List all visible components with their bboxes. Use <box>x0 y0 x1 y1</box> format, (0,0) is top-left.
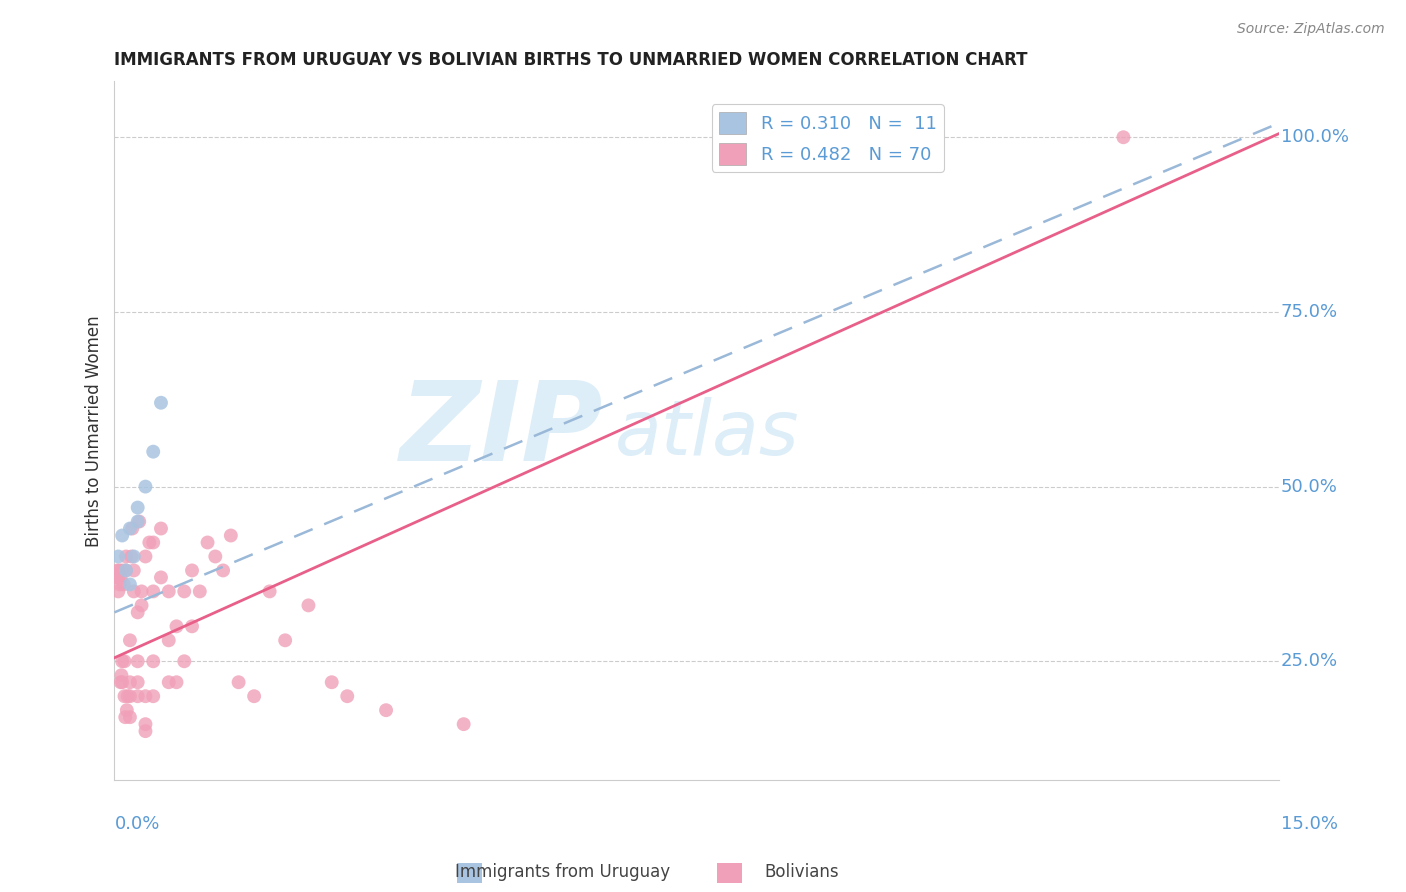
Point <box>127 515 149 529</box>
Point <box>127 690 149 704</box>
Point <box>157 675 180 690</box>
Point <box>111 528 134 542</box>
Point <box>122 549 145 564</box>
Point <box>197 535 219 549</box>
Point <box>128 515 150 529</box>
Point <box>134 690 156 704</box>
Point <box>138 535 160 549</box>
Text: Bolivians: Bolivians <box>763 863 839 881</box>
Point <box>114 654 136 668</box>
Text: 15.0%: 15.0% <box>1281 815 1339 833</box>
Point <box>117 690 139 704</box>
Point <box>188 584 211 599</box>
Text: IMMIGRANTS FROM URUGUAY VS BOLIVIAN BIRTHS TO UNMARRIED WOMEN CORRELATION CHART: IMMIGRANTS FROM URUGUAY VS BOLIVIAN BIRT… <box>114 51 1028 69</box>
Point <box>111 654 134 668</box>
Point <box>131 584 153 599</box>
Point <box>110 668 132 682</box>
Point <box>181 564 204 578</box>
Point <box>127 675 149 690</box>
Point <box>118 577 141 591</box>
Point <box>149 522 172 536</box>
Point <box>134 549 156 564</box>
Point <box>142 535 165 549</box>
Point <box>127 654 149 668</box>
Point <box>259 584 281 599</box>
Point <box>131 599 153 613</box>
Point <box>114 710 136 724</box>
Point <box>166 675 188 690</box>
Point <box>173 654 195 668</box>
Point <box>166 619 188 633</box>
Point <box>243 690 266 704</box>
Point <box>134 717 156 731</box>
Point <box>107 549 129 564</box>
Point <box>336 690 359 704</box>
Point <box>111 675 134 690</box>
Point <box>149 396 172 410</box>
Point <box>321 675 343 690</box>
Legend: R = 0.310   N =  11, R = 0.482   N = 70: R = 0.310 N = 11, R = 0.482 N = 70 <box>711 104 943 172</box>
Point <box>453 717 475 731</box>
Point <box>181 619 204 633</box>
Text: 75.0%: 75.0% <box>1281 303 1339 321</box>
Point <box>110 570 132 584</box>
Point <box>134 724 156 739</box>
Y-axis label: Births to Unmarried Women: Births to Unmarried Women <box>86 315 103 547</box>
Text: 100.0%: 100.0% <box>1281 128 1348 146</box>
Point <box>118 522 141 536</box>
Point <box>1112 130 1135 145</box>
Point <box>157 633 180 648</box>
Point <box>274 633 297 648</box>
Point <box>212 564 235 578</box>
Point <box>142 690 165 704</box>
Point <box>142 444 165 458</box>
Point <box>107 570 129 584</box>
Point <box>134 480 156 494</box>
Point <box>127 606 149 620</box>
Point <box>219 528 242 542</box>
Point <box>375 703 398 717</box>
Point <box>107 564 129 578</box>
Point <box>142 654 165 668</box>
Point <box>118 710 141 724</box>
Point <box>228 675 250 690</box>
Point <box>157 584 180 599</box>
Text: 0.0%: 0.0% <box>114 815 160 833</box>
Point <box>149 570 172 584</box>
Point <box>118 690 141 704</box>
Text: Source: ZipAtlas.com: Source: ZipAtlas.com <box>1237 22 1385 37</box>
Text: 25.0%: 25.0% <box>1281 652 1339 670</box>
Text: ZIP: ZIP <box>399 377 603 484</box>
Text: atlas: atlas <box>614 397 800 471</box>
Point <box>108 577 131 591</box>
Text: Immigrants from Uruguay: Immigrants from Uruguay <box>454 863 671 881</box>
Point <box>122 564 145 578</box>
Point <box>115 564 138 578</box>
Point <box>111 564 134 578</box>
Point <box>110 675 132 690</box>
Point <box>204 549 226 564</box>
Point <box>121 522 143 536</box>
Point <box>173 584 195 599</box>
Point <box>122 584 145 599</box>
Point <box>114 690 136 704</box>
Point <box>115 564 138 578</box>
Point <box>142 584 165 599</box>
Point <box>121 549 143 564</box>
Point <box>112 577 135 591</box>
Point <box>115 703 138 717</box>
Point <box>118 675 141 690</box>
Point <box>108 564 131 578</box>
Point <box>118 633 141 648</box>
Point <box>115 549 138 564</box>
Point <box>107 584 129 599</box>
Point <box>297 599 319 613</box>
Point <box>127 500 149 515</box>
Text: 50.0%: 50.0% <box>1281 477 1339 496</box>
Point <box>105 570 128 584</box>
